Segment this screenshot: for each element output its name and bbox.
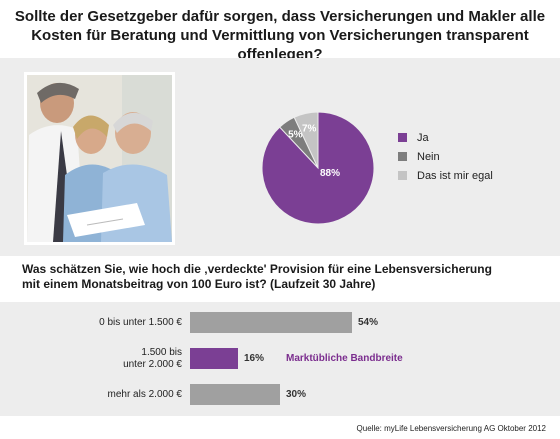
bar-category-1: 0 bis unter 1.500 € (99, 317, 182, 328)
pie-chart: 7% 5% 88% (261, 82, 380, 254)
pie-label-nein: 5% (288, 130, 303, 141)
bar-row-1: 0 bis unter 1.500 € 54% (0, 308, 560, 338)
legend-label-egal: Das ist mir egal (417, 169, 493, 182)
legend-swatch-nein (398, 152, 407, 161)
legend-item-ja: Ja (398, 128, 493, 147)
source-note: Quelle: myLife Lebensversicherung AG Okt… (356, 424, 546, 433)
photo-family-consultation-icon (24, 72, 175, 245)
bar-3 (190, 384, 280, 405)
legend-item-nein: Nein (398, 147, 493, 166)
pie-legend: Ja Nein Das ist mir egal (398, 128, 493, 185)
bar-1 (190, 312, 352, 333)
bar-row-3: mehr als 2.000 € 30% (0, 380, 560, 410)
bar-chart-question-line-2: mit einem Monatsbeitrag von 100 Euro ist… (22, 277, 376, 291)
bar-value-2: 16% (244, 353, 265, 364)
bar-row-2: 1.500 bis unter 2.000 € 16% Marktübliche… (0, 344, 560, 374)
bar-chart-question-line-1: Was schätzen Sie, wie hoch die ‚verdeckt… (22, 262, 492, 276)
legend-swatch-ja (398, 133, 407, 142)
bar-value-3: 30% (286, 389, 307, 400)
bar-category-3: mehr als 2.000 € (107, 389, 183, 400)
bar-annotation: Marktübliche Bandbreite (286, 353, 403, 364)
bar-chart-question: Was schätzen Sie, wie hoch die ‚verdeckt… (22, 262, 542, 292)
bar-category-2-line-2: unter 2.000 € (123, 359, 182, 370)
legend-item-egal: Das ist mir egal (398, 166, 493, 185)
legend-swatch-egal (398, 171, 407, 180)
bar-category-2: 1.500 bis unter 2.000 € (40, 347, 182, 371)
bar-2 (190, 348, 238, 369)
legend-label-nein: Nein (417, 150, 440, 163)
bar-category-2-line-1: 1.500 bis (141, 347, 182, 358)
bar-panel: 0 bis unter 1.500 € 54% 1.500 bis unter … (0, 302, 560, 416)
chart-title: Sollte der Gesetzgeber dafür sorgen, das… (0, 0, 560, 63)
bar-value-1: 54% (358, 317, 379, 328)
pie-label-ja: 88% (320, 168, 340, 179)
pie-label-das-ist-mir-egal: 7% (302, 124, 317, 135)
legend-label-ja: Ja (417, 131, 429, 144)
pie-slice-ja (261, 111, 375, 225)
